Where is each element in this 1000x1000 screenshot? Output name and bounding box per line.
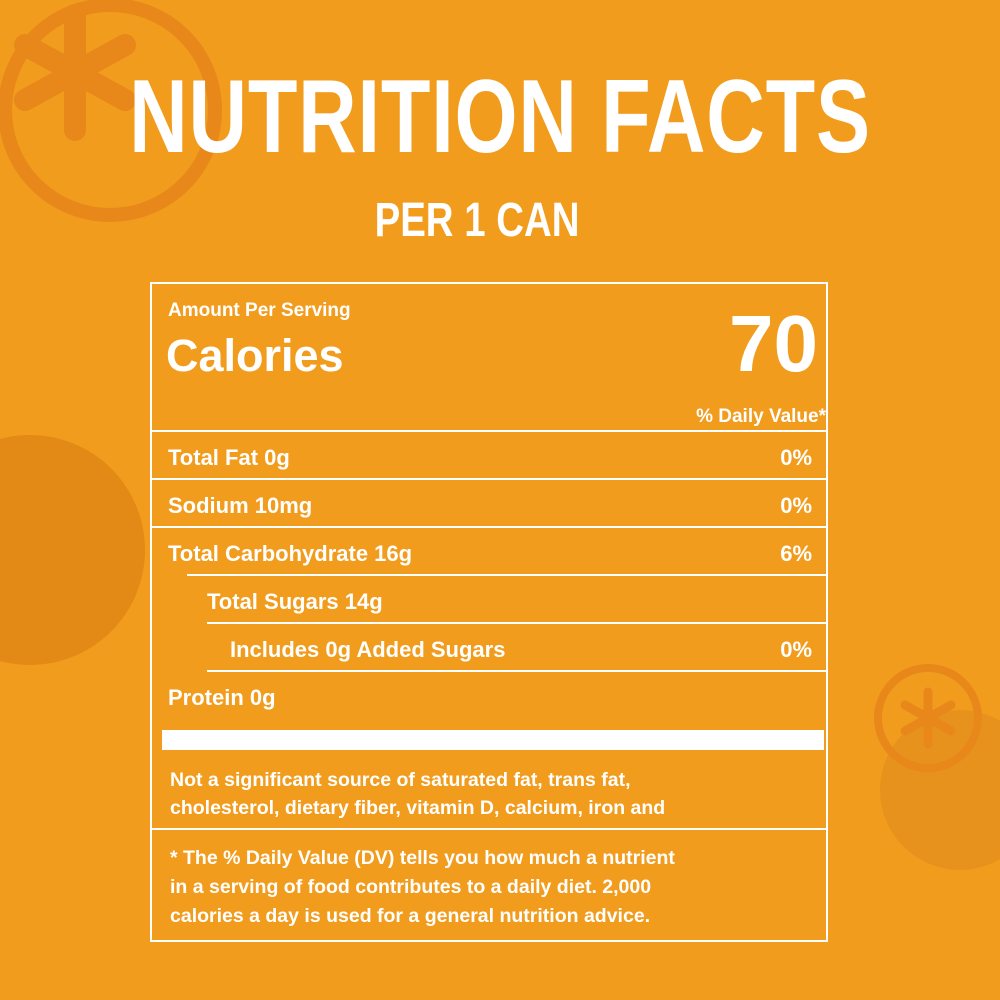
calories-label: Calories	[166, 330, 344, 381]
daily-value-header: % Daily Value*	[696, 406, 826, 427]
amount-per-serving: Amount Per Serving	[168, 300, 351, 321]
title: NUTRITION FACTS	[129, 59, 871, 175]
nutrient-name: Total Carbohydrate 16g	[168, 541, 413, 566]
nutrient-name: Includes 0g Added Sugars	[230, 637, 506, 662]
nutrient-name: Total Fat 0g	[168, 445, 290, 470]
row-line	[207, 670, 826, 672]
row-line	[207, 622, 826, 624]
asterisk	[14, 4, 136, 141]
daily-value: 6%	[780, 541, 812, 566]
dv-note: * The % Daily Value (DV) tells you how m…	[170, 844, 675, 931]
daily-value: 0%	[780, 445, 812, 470]
orange-slice	[0, 0, 222, 222]
orange-bubble	[880, 710, 1000, 870]
nutrient-name: Protein 0g	[168, 685, 276, 710]
dv-note-line: * The % Daily Value (DV) tells you how m…	[170, 847, 675, 869]
nutrient-name: Total Sugars 14g	[207, 589, 383, 614]
separator	[152, 430, 826, 432]
note-line: cholesterol, dietary fiber, vitamin D, c…	[170, 797, 666, 819]
nutrient-row: Includes 0g Added Sugars 0%	[152, 624, 826, 672]
thick-bar	[162, 730, 824, 750]
note-line: Not a significant source of saturated fa…	[170, 769, 631, 791]
nutrient-row: Total Fat 0g 0%	[152, 432, 826, 480]
dv-note-line: in a serving of food contributes to a da…	[170, 876, 652, 898]
asterisk	[900, 687, 956, 749]
nutrient-name: Sodium 10mg	[168, 493, 313, 518]
nutrient-row: Total Sugars 14g	[152, 576, 826, 624]
note: Not a significant source of saturated fa…	[170, 766, 665, 822]
separator	[152, 828, 826, 830]
orange-bubble	[0, 435, 145, 665]
row-line	[152, 526, 826, 528]
row-line	[187, 574, 826, 576]
dv-note-line: calories a day is used for a general nut…	[170, 905, 651, 927]
nutrient-row: Total Carbohydrate 16g 6%	[152, 528, 826, 576]
orange-slice	[874, 664, 982, 772]
calories-value: 70	[729, 299, 818, 388]
nutrient-row: Sodium 10mg 0%	[152, 480, 826, 528]
daily-value: 0%	[780, 493, 812, 518]
daily-value: 0%	[780, 637, 812, 662]
nutrient-rows: Total Fat 0g 0% Sodium 10mg 0% Total Carbohy…	[152, 432, 826, 720]
row-line	[152, 478, 826, 480]
subtitle: PER 1 CAN	[374, 194, 580, 247]
nutrition-label: Amount Per Serving Calories 70 % Daily V…	[150, 282, 828, 942]
nutrient-row: Protein 0g	[152, 672, 826, 720]
